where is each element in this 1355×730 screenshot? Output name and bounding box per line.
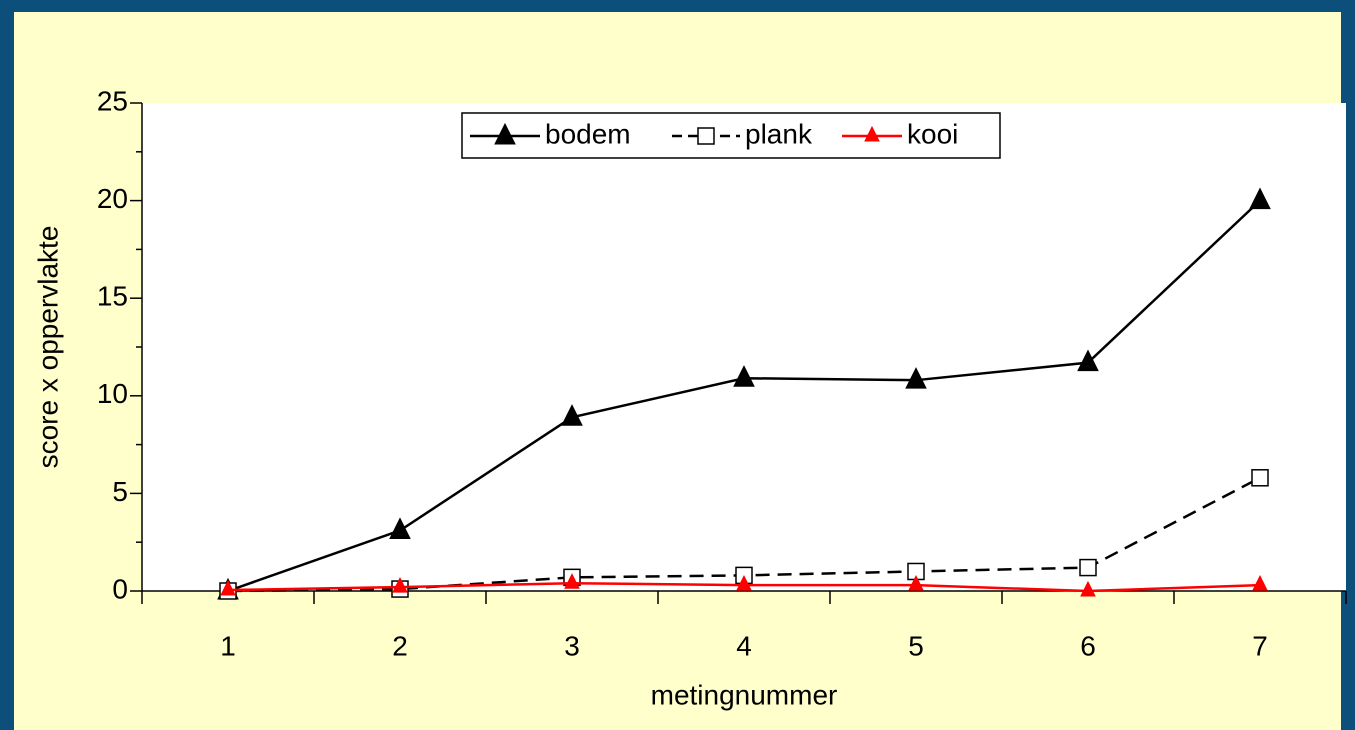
- x-tick-label: 3: [564, 630, 580, 661]
- plot-area: [142, 103, 1346, 591]
- marker: [1080, 580, 1096, 597]
- marker: [1249, 187, 1271, 210]
- legend: [461, 112, 1001, 159]
- legend-marker: [494, 122, 516, 145]
- marker: [220, 579, 236, 596]
- y-axis-label: score x oppervlakte: [32, 226, 63, 469]
- x-tick-label: 7: [1252, 630, 1268, 661]
- marker: [561, 404, 583, 426]
- marker: [1077, 349, 1099, 372]
- x-tick-label: 1: [220, 630, 236, 661]
- legend-label: bodem: [545, 118, 631, 149]
- y-tick-label: 0: [112, 573, 128, 604]
- x-axis-label: metingnummer: [651, 679, 838, 710]
- x-tick-label: 5: [908, 630, 924, 661]
- y-tick-label: 5: [112, 476, 128, 507]
- marker: [905, 367, 927, 389]
- y-tick-label: 25: [97, 85, 128, 116]
- legend-marker: [697, 127, 715, 145]
- x-tick-label: 6: [1080, 630, 1096, 661]
- marker: [1079, 558, 1097, 577]
- marker: [392, 576, 408, 593]
- legend-label: plank: [745, 118, 813, 149]
- x-tick-label: 2: [392, 630, 408, 661]
- marker: [1251, 469, 1269, 487]
- y-tick-label: 10: [97, 378, 128, 409]
- marker: [564, 573, 580, 589]
- marker: [1252, 575, 1268, 591]
- marker: [389, 517, 411, 539]
- y-tick-label: 15: [97, 281, 128, 312]
- marker: [908, 575, 924, 591]
- marker: [736, 575, 752, 591]
- marker: [733, 365, 755, 387]
- legend-marker: [864, 125, 880, 142]
- legend-label: kooi: [907, 118, 958, 149]
- y-tick-label: 20: [97, 183, 128, 214]
- x-tick-label: 4: [736, 630, 752, 661]
